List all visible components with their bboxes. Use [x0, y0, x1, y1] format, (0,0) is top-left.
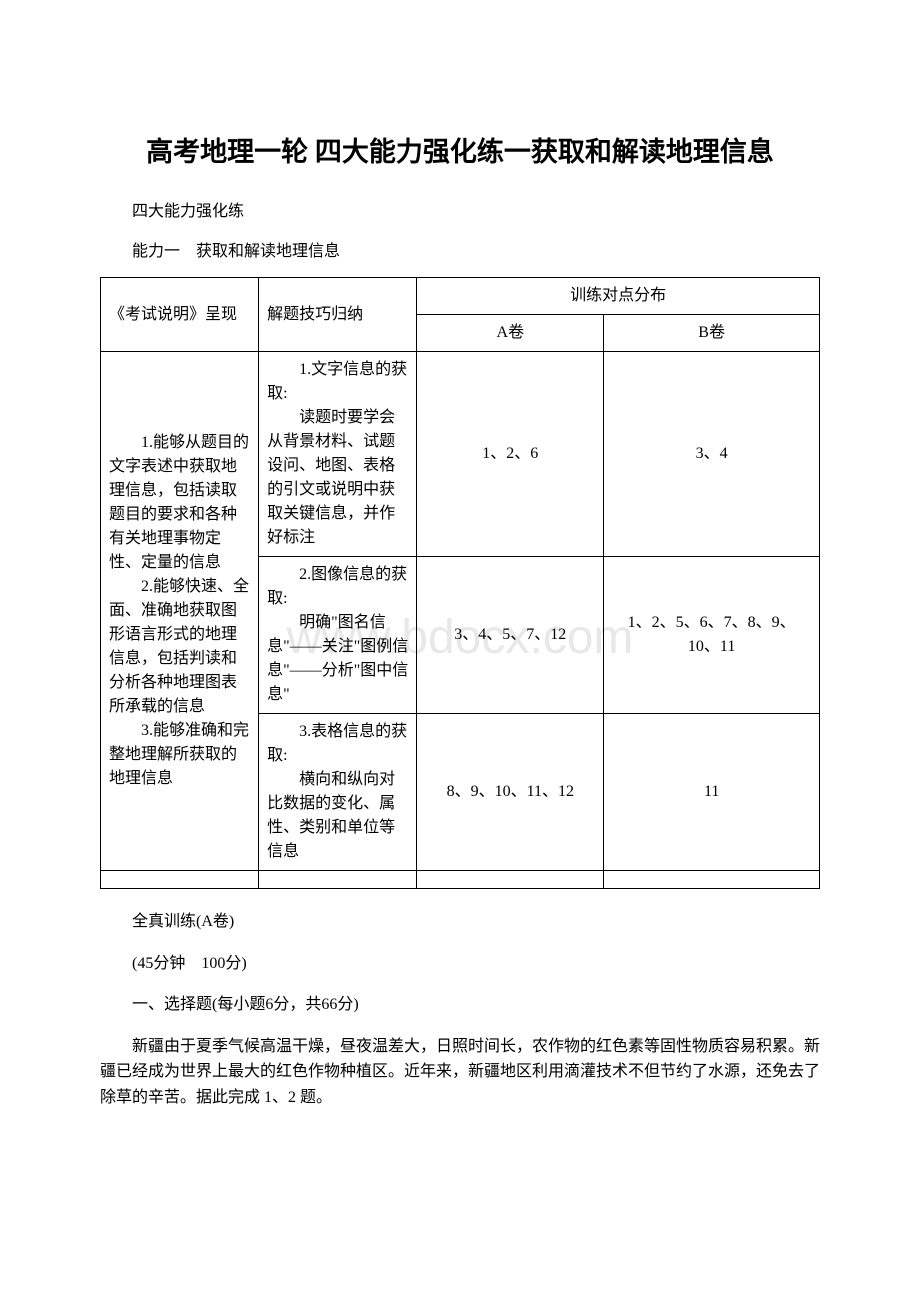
document-content: 高考地理一轮 四大能力强化练一获取和解读地理信息 四大能力强化练 能力一 获取和…	[100, 130, 820, 1111]
section-one-label: 一、选择题(每小题6分，共66分)	[100, 992, 820, 1018]
page-title: 高考地理一轮 四大能力强化练一获取和解读地理信息	[100, 130, 820, 169]
header-col1: 《考试说明》呈现	[101, 278, 259, 352]
section-label: 能力一 获取和解读地理信息	[100, 237, 820, 261]
empty-cell	[604, 871, 820, 889]
table-row: 1.能够从题目的文字表述中获取地理信息，包括读取题目的要求和各种有关地理事物定性…	[101, 352, 820, 557]
empty-cell	[417, 871, 604, 889]
cell-col4-3: 11	[604, 714, 820, 871]
cell-col3-3: 8、9、10、11、12	[417, 714, 604, 871]
cell-col3-1: 1、2、6	[417, 352, 604, 557]
empty-cell	[259, 871, 417, 889]
cell-col4-2: 1、2、5、6、7、8、9、10、11	[604, 557, 820, 714]
cell-col3-2: 3、4、5、7、12	[417, 557, 604, 714]
cell-col4-1: 3、4	[604, 352, 820, 557]
header-col2: 解题技巧归纳	[259, 278, 417, 352]
header-col4: B卷	[604, 315, 820, 352]
time-score: (45分钟 100分)	[100, 951, 820, 977]
table-header-row-1: 《考试说明》呈现 解题技巧归纳 训练对点分布	[101, 278, 820, 315]
table-empty-row	[101, 871, 820, 889]
header-col3: A卷	[417, 315, 604, 352]
cell-col1: 1.能够从题目的文字表述中获取地理信息，包括读取题目的要求和各种有关地理事物定性…	[101, 352, 259, 871]
subtitle-text: 四大能力强化练	[100, 197, 820, 221]
cell-col2-1: 1.文字信息的获取: 读题时要学会从背景材料、试题设问、地图、表格的引文或说明中…	[259, 352, 417, 557]
cell-col2-2: 2.图像信息的获取: 明确"图名信息"——关注"图例信息"——分析"图中信息"	[259, 557, 417, 714]
cell-col2-3: 3.表格信息的获取: 横向和纵向对比数据的变化、属性、类别和单位等信息	[259, 714, 417, 871]
passage-text: 新疆由于夏季气候高温干燥，昼夜温差大，日照时间长，农作物的红色素等固性物质容易积…	[100, 1034, 820, 1111]
main-table: 《考试说明》呈现 解题技巧归纳 训练对点分布 A卷 B卷 1.能够从题目的文字表…	[100, 277, 820, 889]
empty-cell	[101, 871, 259, 889]
header-col3-merged: 训练对点分布	[417, 278, 820, 315]
practice-label: 全真训练(A卷)	[100, 909, 820, 935]
